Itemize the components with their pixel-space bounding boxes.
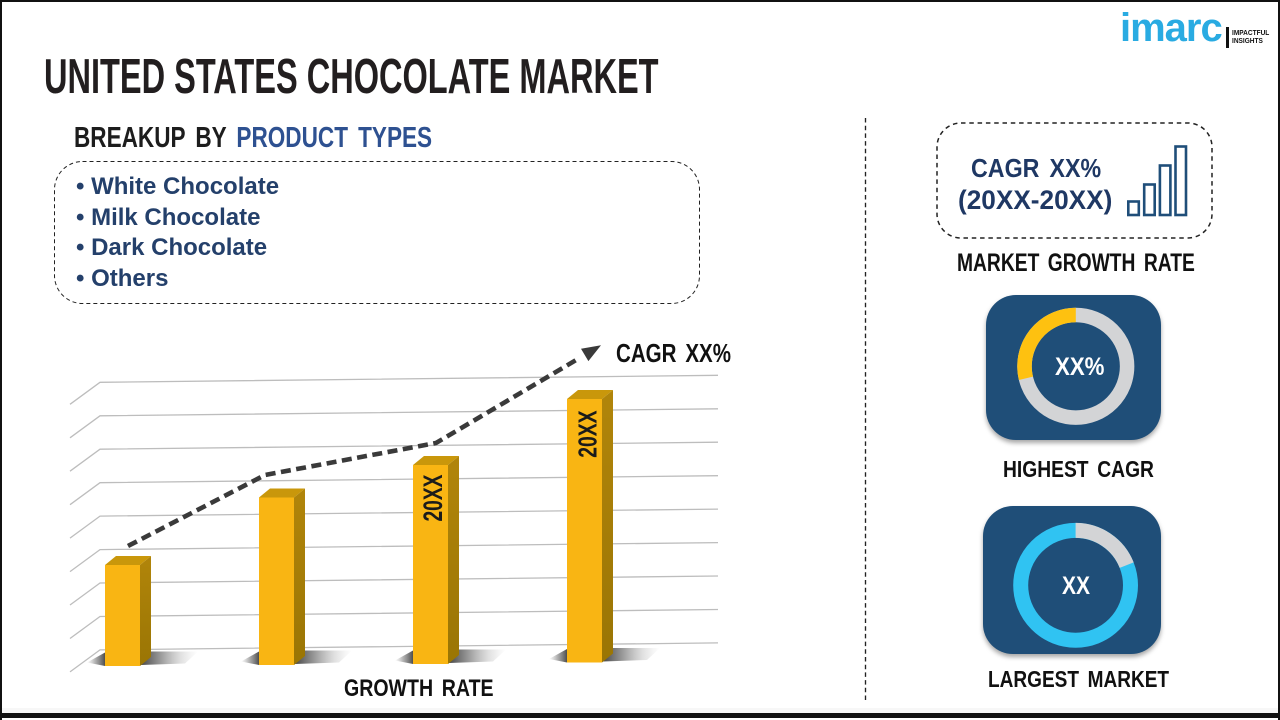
svg-text:20XX: 20XX	[418, 474, 448, 521]
svg-text:20XX: 20XX	[572, 410, 602, 458]
